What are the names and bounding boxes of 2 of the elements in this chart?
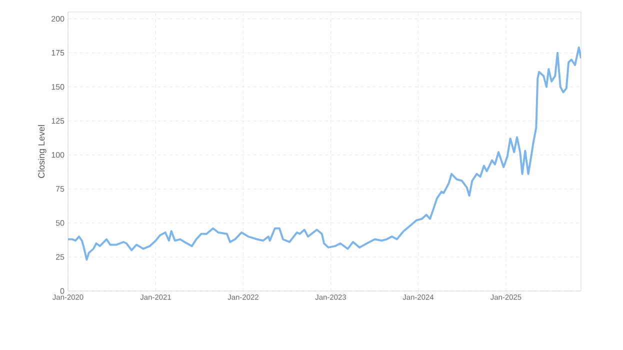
line-series <box>68 46 582 261</box>
y-axis-title: Closing Level <box>38 125 46 178</box>
